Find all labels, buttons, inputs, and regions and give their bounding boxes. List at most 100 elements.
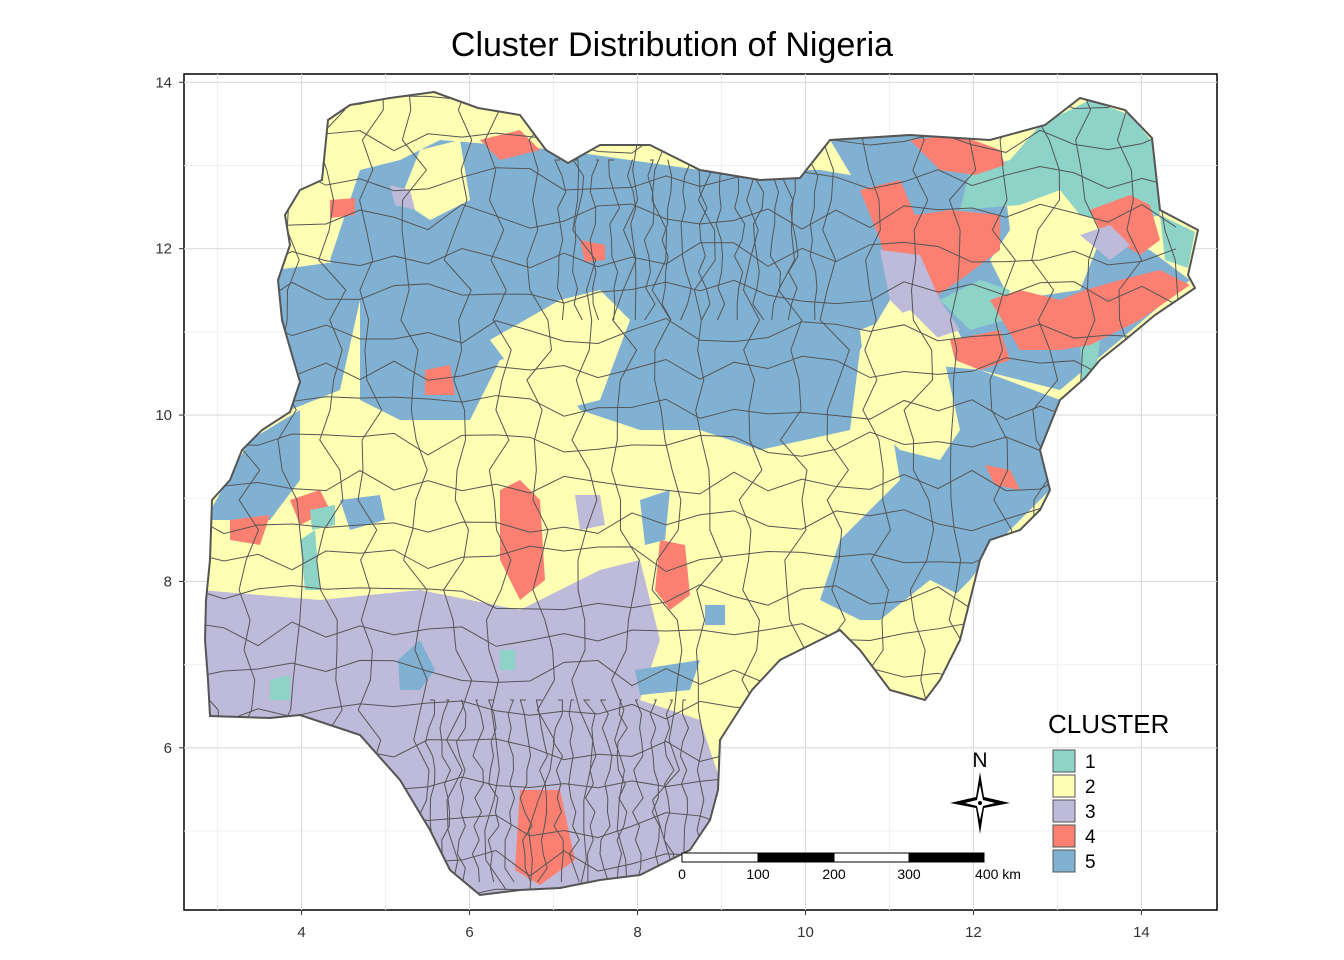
x-tick-label: 10 <box>797 924 814 941</box>
district-boundary <box>554 159 567 321</box>
district-boundary <box>663 699 675 883</box>
scale-label-0: 0 <box>678 866 686 882</box>
legend-label-1: 1 <box>1085 752 1096 773</box>
north-arrow: N <box>950 749 1010 834</box>
scale-segment-3 <box>833 852 910 863</box>
district-boundary <box>357 92 387 891</box>
region-cyan-4 <box>500 650 515 670</box>
y-tick-label: 6 <box>164 740 172 757</box>
district-boundary <box>571 92 598 891</box>
region-blue-s4 <box>640 490 670 545</box>
y-tick-label: 14 <box>155 74 172 91</box>
region-blue-s5 <box>705 605 725 625</box>
x-tick-label: 6 <box>465 924 473 941</box>
district-boundary <box>205 165 1177 192</box>
legend-label-2: 2 <box>1085 777 1096 798</box>
district-boundary <box>205 241 1177 269</box>
district-boundary <box>535 699 548 883</box>
legend-swatch-2 <box>1052 774 1076 798</box>
region-purple-s2 <box>390 185 415 210</box>
region-central-yellow <box>490 290 630 410</box>
district-boundary <box>643 159 656 321</box>
x-tick-label: 8 <box>633 924 641 941</box>
region-red-9 <box>330 198 355 218</box>
district-boundary <box>632 699 644 883</box>
region-cluster3-ne <box>880 250 960 340</box>
district-boundary <box>568 699 580 883</box>
district-boundary <box>205 203 1177 231</box>
scale-label-100: 100 <box>746 866 770 882</box>
district-boundary <box>661 159 673 321</box>
y-tick-label: 12 <box>155 241 172 258</box>
region-cluster4-ne4 <box>950 330 1010 370</box>
region-red-6 <box>290 490 330 525</box>
district-boundary <box>205 508 1177 535</box>
scale-label-300: 300 <box>897 866 921 882</box>
region-cluster1-ne3 <box>940 280 1010 330</box>
scale-segment-2 <box>757 852 835 863</box>
region-red-8 <box>580 240 605 262</box>
district-boundary <box>205 317 1177 345</box>
district-boundary <box>205 395 1177 421</box>
district-boundary <box>697 159 711 321</box>
legend-swatch-1 <box>1052 749 1076 773</box>
x-tick-label: 12 <box>965 924 982 941</box>
region-north-central <box>330 140 890 450</box>
region-red-4 <box>480 130 540 160</box>
region-red-10 <box>985 465 1020 490</box>
district-boundary <box>680 159 693 321</box>
region-cluster1-ne2 <box>1160 215 1195 268</box>
district-boundary <box>808 159 819 321</box>
district-boundary <box>487 699 500 883</box>
region-sokoto-yellow <box>400 140 470 220</box>
legend-label-5: 5 <box>1085 852 1096 873</box>
region-northwest-yellow <box>280 95 440 260</box>
x-tick-label: 4 <box>297 924 305 941</box>
region-purple-s1 <box>575 495 605 530</box>
compass-center-icon <box>978 801 982 805</box>
region-cluster4-ne5 <box>1090 195 1160 255</box>
scale-bar: 0 100 200 300 400 km <box>678 852 1021 882</box>
region-blue-s3 <box>340 495 385 530</box>
legend-label-3: 3 <box>1085 802 1096 823</box>
district-boundary <box>205 431 1177 457</box>
scale-segment-1 <box>681 852 759 863</box>
district-boundary <box>608 159 621 321</box>
legend-swatch-5 <box>1052 849 1076 873</box>
district-boundary <box>455 699 467 883</box>
district-boundary <box>205 469 1177 496</box>
district-boundary <box>552 699 564 883</box>
district-boundary <box>572 159 585 321</box>
region-cluster4-ne3 <box>990 270 1190 350</box>
region-northeast-yellow <box>860 310 960 460</box>
district-boundary <box>626 159 637 321</box>
region-red-2 <box>655 540 690 610</box>
district-boundary <box>582 699 597 883</box>
scale-label-200: 200 <box>822 866 846 882</box>
region-cluster4-ne2 <box>910 135 1005 175</box>
district-boundary <box>471 699 485 883</box>
region-cyan-2 <box>310 505 335 530</box>
district-boundary <box>205 355 1177 381</box>
region-red-1 <box>500 480 545 600</box>
region-cluster1-ne <box>960 100 1160 225</box>
district-boundary <box>599 699 613 883</box>
legend: CLUSTER 1 2 3 4 5 <box>1048 709 1169 873</box>
legend-label-4: 4 <box>1085 827 1096 848</box>
district-boundary <box>484 92 514 891</box>
district-boundary <box>649 699 661 883</box>
region-south <box>205 560 720 895</box>
district-boundary <box>205 279 1177 306</box>
district-boundary <box>651 92 683 891</box>
north-arrow-label: N <box>972 749 987 772</box>
legend-title: CLUSTER <box>1048 709 1169 739</box>
scale-segment-4 <box>908 852 985 863</box>
y-tick-label: 10 <box>155 407 172 424</box>
district-boundary <box>439 699 452 883</box>
district-boundary <box>589 159 600 321</box>
district-boundary <box>519 699 533 883</box>
x-tick-label: 14 <box>1133 924 1150 941</box>
legend-swatch-3 <box>1052 799 1076 823</box>
region-red-3 <box>425 365 455 395</box>
district-boundary <box>679 699 690 883</box>
